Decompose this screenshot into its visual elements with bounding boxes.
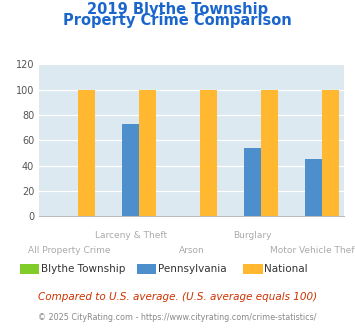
Bar <box>139 90 156 216</box>
Text: © 2025 CityRating.com - https://www.cityrating.com/crime-statistics/: © 2025 CityRating.com - https://www.city… <box>38 313 317 322</box>
Text: Motor Vehicle Theft: Motor Vehicle Theft <box>270 246 355 255</box>
Text: Property Crime Comparison: Property Crime Comparison <box>63 13 292 28</box>
Text: National: National <box>264 264 308 274</box>
Text: Pennsylvania: Pennsylvania <box>158 264 226 274</box>
Bar <box>305 159 322 216</box>
Text: All Property Crime: All Property Crime <box>28 246 111 255</box>
Text: Arson: Arson <box>179 246 204 255</box>
Bar <box>261 90 278 216</box>
Text: Larceny & Theft: Larceny & Theft <box>94 231 167 240</box>
Bar <box>244 148 261 216</box>
Bar <box>122 124 139 216</box>
Text: Blythe Township: Blythe Township <box>41 264 125 274</box>
Text: Compared to U.S. average. (U.S. average equals 100): Compared to U.S. average. (U.S. average … <box>38 292 317 302</box>
Bar <box>322 90 339 216</box>
Text: 2019 Blythe Township: 2019 Blythe Township <box>87 2 268 16</box>
Bar <box>78 90 95 216</box>
Bar <box>200 90 217 216</box>
Text: Burglary: Burglary <box>234 231 272 240</box>
